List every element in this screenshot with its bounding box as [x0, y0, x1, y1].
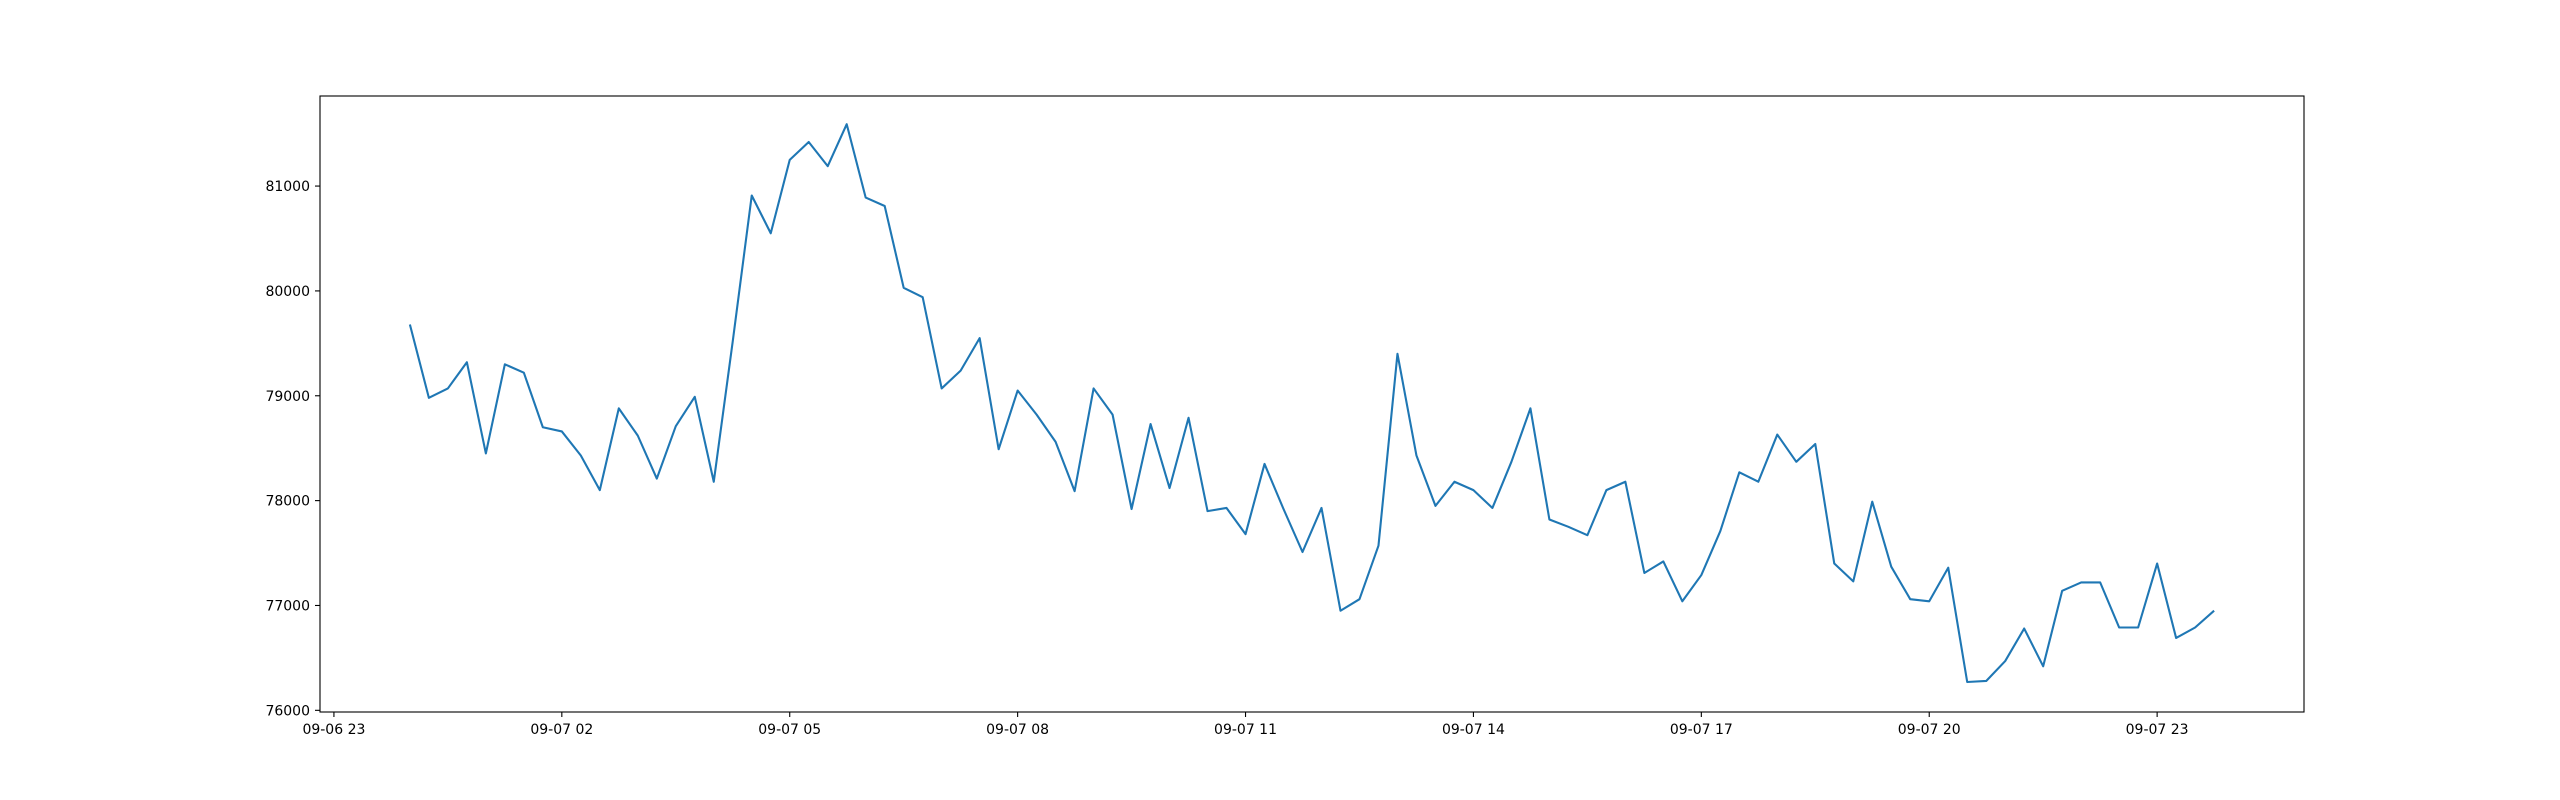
x-tick-label: 09-07 11 [1214, 722, 1277, 738]
line [408, 123, 2215, 684]
plot-frame [319, 95, 2305, 713]
x-tick-label: 09-07 05 [758, 722, 821, 738]
y-tick-label: 76000 [265, 703, 310, 719]
x-tick-label: 09-06 23 [302, 722, 365, 738]
x-tick-label: 09-07 23 [2126, 722, 2189, 738]
y-tick-label: 80000 [265, 284, 310, 300]
x-tick-label: 09-07 17 [1670, 722, 1733, 738]
y-tick-label: 81000 [265, 179, 310, 195]
y-tick-label: 77000 [265, 598, 310, 614]
y-tick-label: 79000 [265, 389, 310, 405]
x-tick-label: 09-07 02 [530, 722, 593, 738]
y-tick-label: 78000 [265, 494, 310, 510]
x-tick-label: 09-07 14 [1442, 722, 1505, 738]
x-tick-label: 09-07 20 [1898, 722, 1961, 738]
x-tick-label: 09-07 08 [986, 722, 1049, 738]
